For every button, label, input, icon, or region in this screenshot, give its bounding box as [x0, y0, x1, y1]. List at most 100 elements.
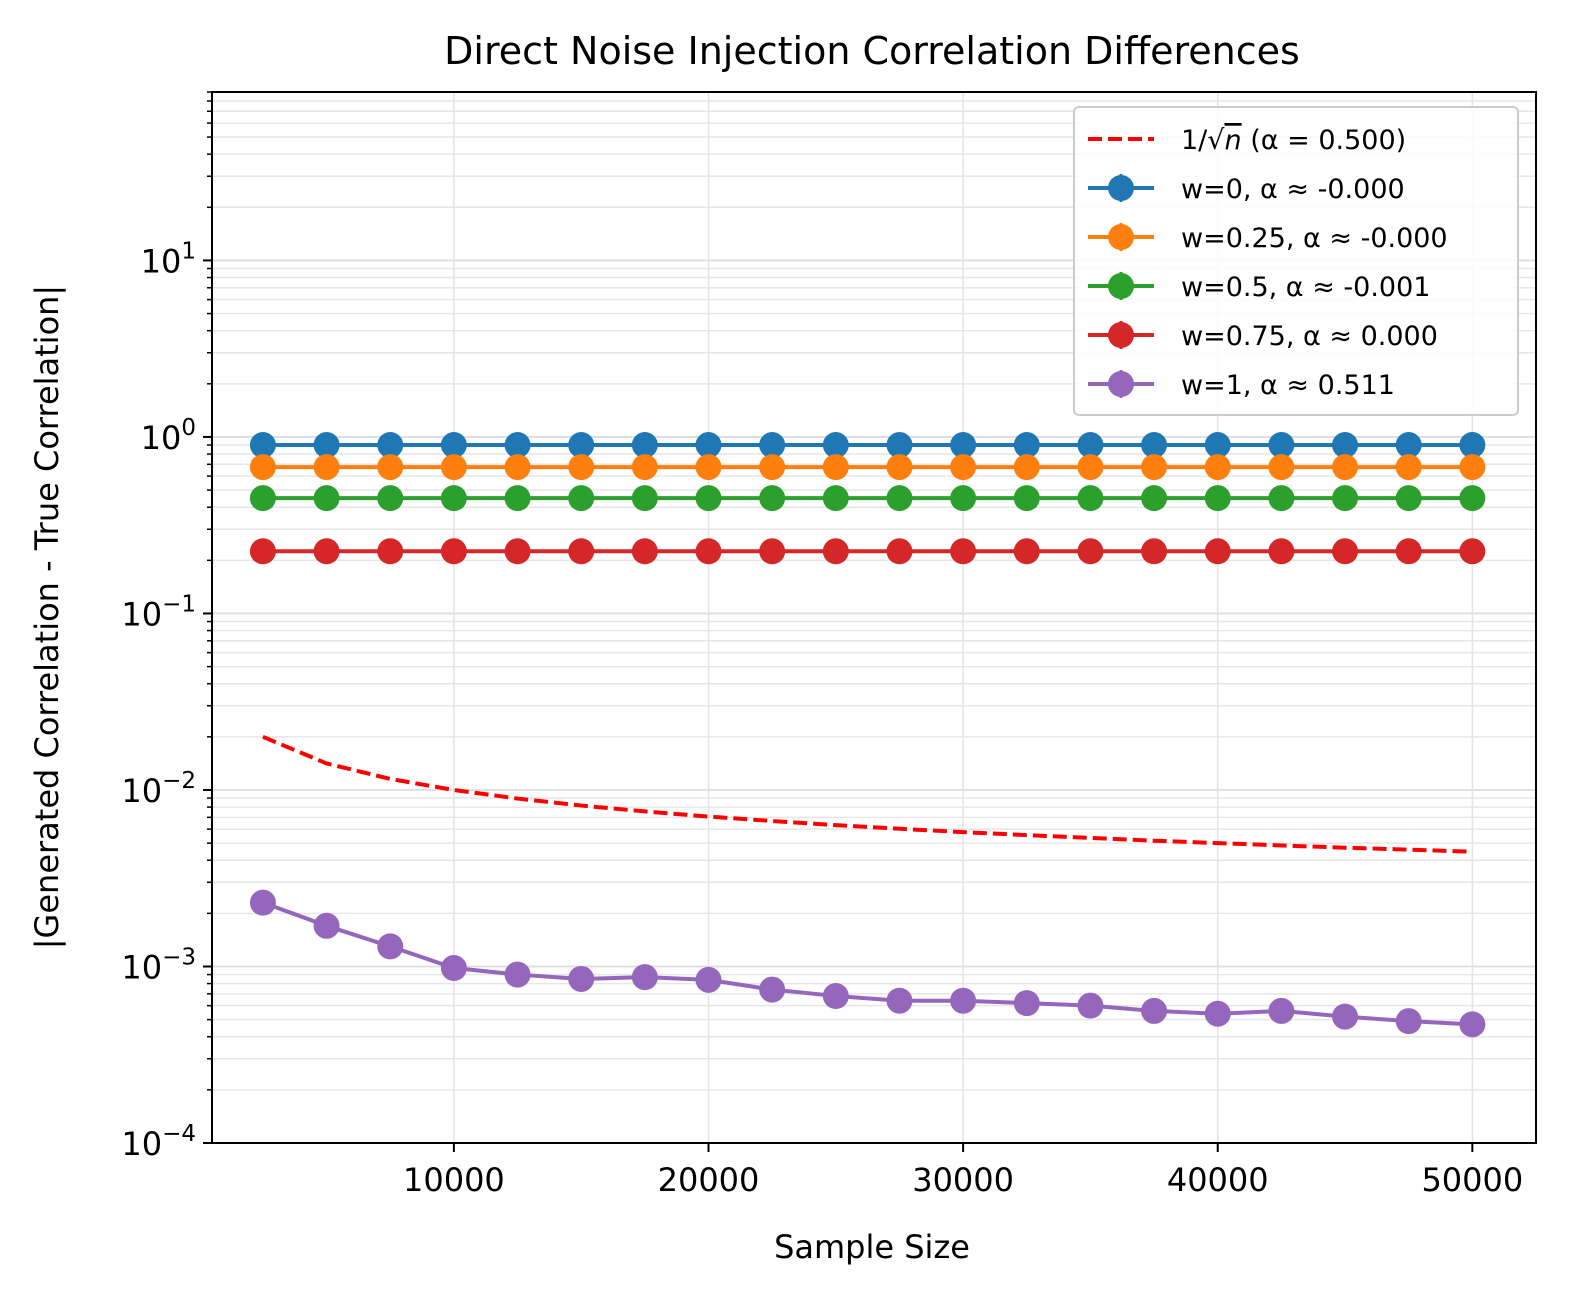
legend-swatch-marker [1108, 371, 1134, 397]
data-point [313, 912, 340, 939]
legend-ref-sqrt: √ [1207, 125, 1225, 156]
data-point [695, 966, 722, 993]
data-point [1332, 454, 1359, 481]
data-point [886, 485, 913, 512]
data-point [568, 454, 595, 481]
data-point [249, 538, 276, 565]
data-point [886, 987, 913, 1014]
data-point [1141, 997, 1168, 1024]
data-point [1268, 538, 1295, 565]
legend-swatch-marker [1108, 175, 1134, 201]
data-point [1459, 485, 1486, 512]
data-point [568, 965, 595, 992]
data-point [504, 961, 531, 988]
y-tick-label: 10−4 [121, 1121, 196, 1163]
data-point [695, 485, 722, 512]
data-point [695, 454, 722, 481]
data-point [504, 432, 531, 459]
data-point [1459, 432, 1486, 459]
data-point [1332, 432, 1359, 459]
legend-label: w=1, α ≈ 0.511 [1181, 370, 1395, 401]
data-point [822, 432, 849, 459]
data-point [249, 485, 276, 512]
data-point [1268, 432, 1295, 459]
x-axis-label: Sample Size [774, 1228, 970, 1266]
data-point [1395, 485, 1422, 512]
data-point [1204, 1000, 1231, 1027]
data-point [1204, 485, 1231, 512]
data-point [1141, 432, 1168, 459]
legend-swatch-marker [1108, 322, 1134, 348]
data-point [1459, 454, 1486, 481]
data-point [1077, 432, 1104, 459]
y-tick-label-base: 10 [121, 595, 162, 633]
y-tick-label-exponent: 1 [181, 238, 196, 264]
data-point [249, 454, 276, 481]
data-point [822, 538, 849, 565]
reference-line [262, 734, 1473, 854]
data-point [822, 983, 849, 1010]
data-point [377, 538, 404, 565]
data-point [1268, 485, 1295, 512]
y-tick-label-base: 10 [121, 1125, 162, 1163]
data-point [950, 538, 977, 565]
data-point [822, 485, 849, 512]
data-point [631, 432, 658, 459]
data-point [440, 432, 467, 459]
legend-label: w=0.5, α ≈ -0.001 [1181, 272, 1430, 303]
chart-title: Direct Noise Injection Correlation Diffe… [444, 29, 1300, 73]
data-point [759, 485, 786, 512]
data-point [950, 485, 977, 512]
data-point [759, 976, 786, 1003]
data-point [377, 454, 404, 481]
data-point [886, 432, 913, 459]
data-point [568, 538, 595, 565]
legend-label: w=0.75, α ≈ 0.000 [1181, 321, 1438, 352]
data-point [822, 454, 849, 481]
data-point [759, 454, 786, 481]
y-tick-label-exponent: −4 [162, 1121, 196, 1147]
y-tick-label-exponent: −1 [162, 591, 196, 617]
y-tick-label: 100 [141, 415, 196, 457]
legend-ref-suffix: (α = 0.500) [1242, 125, 1407, 156]
data-point [886, 538, 913, 565]
data-point [1268, 997, 1295, 1024]
data-point [1395, 432, 1422, 459]
data-point [568, 485, 595, 512]
y-tick-label-base: 10 [141, 242, 182, 280]
y-tick-label-exponent: 0 [181, 415, 196, 441]
data-point [1013, 454, 1040, 481]
data-point [1459, 538, 1486, 565]
y-axis-label: |Generated Correlation - True Correlatio… [28, 285, 66, 949]
data-point [440, 955, 467, 982]
legend-label-reference: 1/√n (α = 0.500) [1181, 125, 1406, 156]
data-point [886, 454, 913, 481]
data-point [1077, 485, 1104, 512]
y-tick-label: 10−3 [121, 944, 196, 986]
x-tick-label: 40000 [1167, 1161, 1269, 1199]
data-point [377, 432, 404, 459]
data-point [440, 454, 467, 481]
data-point [1141, 485, 1168, 512]
data-point [1077, 538, 1104, 565]
plot-area-frame [211, 91, 1537, 1144]
y-tick-label-base: 10 [141, 419, 182, 457]
data-point [313, 432, 340, 459]
y-tick-label: 10−1 [121, 591, 196, 633]
y-tick-label: 10−2 [121, 768, 196, 810]
data-point [1395, 538, 1422, 565]
legend-swatch-marker [1108, 273, 1134, 299]
data-point [631, 485, 658, 512]
legend-ref-prefix: 1/ [1181, 125, 1208, 156]
data-point [1204, 538, 1231, 565]
data-point [1459, 1011, 1486, 1038]
y-tick-label: 101 [141, 238, 196, 280]
data-point [504, 454, 531, 481]
legend: 1/√n (α = 0.500) w=0, α ≈ -0.000 w=0.25, α… [1073, 106, 1519, 416]
data-point [504, 485, 531, 512]
legend-swatch-marker [1108, 224, 1134, 250]
data-point [631, 964, 658, 991]
data-point [950, 432, 977, 459]
